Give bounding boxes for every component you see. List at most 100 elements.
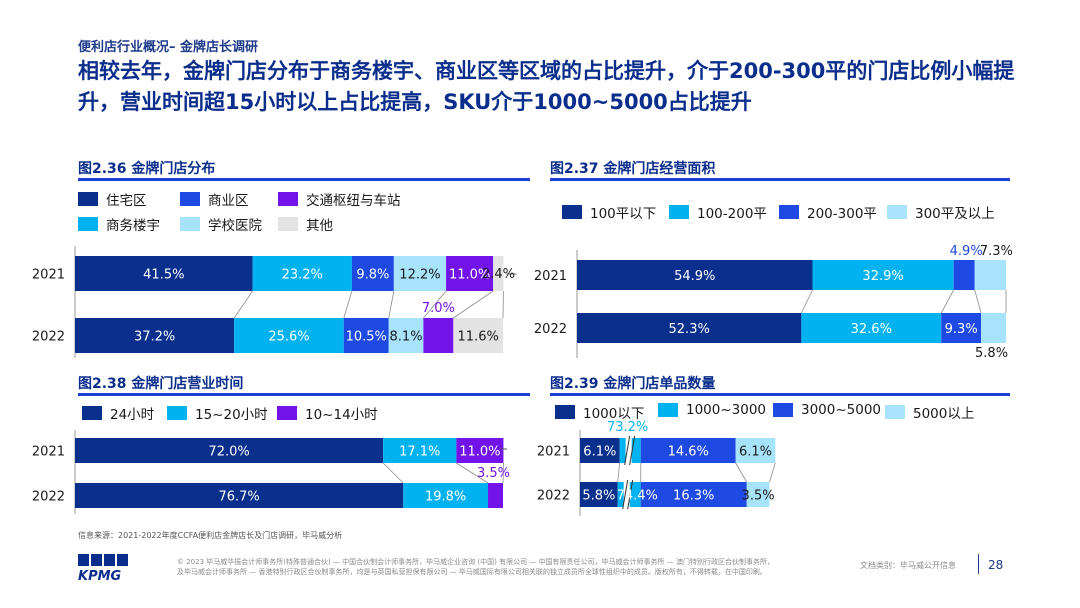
bar-2022-3	[941, 313, 982, 343]
source-note: 信息来源：2021-2022年度CCFA便利店金牌店长及门店调研，毕马威分析	[78, 531, 343, 540]
kpmg-logo-icon: KPMG	[78, 554, 128, 584]
bar-2022-4	[388, 318, 424, 353]
data-label: 6.1%	[739, 445, 772, 460]
axis-break-mark	[622, 479, 629, 510]
category-label-2022: 2022	[534, 322, 567, 337]
bar-2021-3	[456, 438, 504, 463]
category-label-2022: 2022	[32, 330, 65, 345]
data-label: 9.8%	[356, 268, 389, 283]
legend-label: 1000以下	[583, 406, 645, 422]
data-label: 6.1%	[583, 445, 616, 460]
chart-title-2-38: 图2.38 金牌门店营业时间	[78, 376, 244, 392]
axis-break	[623, 480, 630, 509]
legend-swatch	[180, 192, 200, 206]
bar-2022-4	[746, 482, 770, 507]
data-label: 23.2%	[282, 268, 323, 283]
category-label-2021: 2021	[537, 445, 570, 460]
data-label: 7.0%	[422, 301, 455, 316]
legend-label: 15~20小时	[195, 407, 268, 423]
legend-item: 100-200平	[669, 202, 767, 222]
panel-rule	[550, 178, 1010, 181]
bar-2021-3	[953, 260, 975, 290]
data-label: 11.6%	[458, 330, 499, 345]
legend-label: 住宅区	[106, 193, 147, 209]
bar-2021-6	[493, 256, 504, 291]
bar-2022-1	[75, 483, 404, 508]
connector-line	[382, 462, 404, 484]
connector-line	[456, 462, 489, 484]
bar-2022-4	[981, 313, 1006, 343]
copyright-text: © 2023 毕马威华振会计师事务所(特殊普通合伙) — 中国合伙制会计师事务所…	[177, 558, 774, 576]
connector-line	[974, 289, 982, 314]
legend-item: 100平以下	[562, 202, 656, 222]
legend-label: 3000~5000	[801, 402, 882, 418]
legend-swatch	[277, 406, 297, 420]
legend-2-38: 24小时 15~20小时 10~14小时	[82, 403, 522, 423]
page-title: 相较去年，金牌门店分布于商务楼宇、商业区等区域的占比提升，介于200-300平的…	[78, 59, 1015, 114]
data-label: 5.8%	[975, 346, 1008, 361]
legend-item: 住宅区	[78, 189, 147, 209]
bar-2022-1	[580, 482, 618, 507]
connector-line	[769, 462, 776, 483]
data-label: 12.2%	[399, 268, 440, 283]
connector-line	[801, 289, 813, 314]
data-label: 7.3%	[980, 244, 1013, 259]
legend-swatch	[555, 405, 575, 419]
chart-2-37: 2021 2022 54.9% 32.9% 4.9%7.3% 52.3% 32.6% 9.3%…	[534, 244, 1013, 361]
bar-2022-3	[343, 318, 389, 353]
legend-item: 1000以下	[555, 402, 644, 422]
data-label: 14.6%	[668, 445, 709, 460]
legend-label: 学校医院	[208, 218, 262, 234]
data-label: 76.7%	[218, 490, 259, 505]
legend-2-39: 1000以下 1000~3000 3000~5000 5000以上	[555, 402, 1015, 422]
connector-line	[388, 290, 395, 319]
legend-item: 5000以上	[885, 402, 974, 422]
chart-title-2-39: 图2.39 金牌门店单品数量	[550, 376, 716, 392]
legend-item: 200-300平	[779, 202, 877, 222]
panel-rule	[78, 393, 530, 396]
doc-type: 文档类别：毕马威公开信息	[860, 561, 956, 570]
data-label: 5.8%	[582, 489, 615, 504]
panel-rule	[78, 178, 530, 181]
data-label: 19.8%	[425, 490, 466, 505]
breadcrumb: 便利店行业概况– 金牌店长调研	[78, 40, 259, 55]
bar-2021-2	[383, 438, 457, 463]
bar-2021-2	[812, 260, 954, 290]
chart-title-2-37: 图2.37 金牌门店经营面积	[550, 161, 716, 177]
connector-line	[617, 462, 621, 483]
data-label: 17.1%	[399, 445, 440, 460]
legend-swatch	[885, 405, 905, 419]
legend-swatch	[167, 406, 187, 420]
bar-2022-2	[801, 313, 942, 343]
data-label: 72.0%	[208, 445, 249, 460]
bar-2021-1	[577, 260, 813, 290]
data-label: 4.9%	[950, 244, 983, 259]
chart-2-39: 2021 2022 6.1% 73.2% 14.6% 6.1% 5.8% 74.4% 16.3%…	[537, 420, 776, 516]
legend-item: 其他	[278, 214, 333, 234]
legend-swatch	[78, 192, 98, 206]
legend-label: 1000~3000	[686, 402, 767, 418]
data-label: 11.0%	[459, 445, 500, 460]
connector-line	[343, 290, 353, 319]
bar-2021-4	[393, 256, 447, 291]
bar-2021-2	[252, 256, 352, 291]
bar-2021-4	[974, 260, 1006, 290]
legend-item: 交通枢纽与车站	[278, 189, 401, 209]
legend-swatch	[180, 217, 200, 231]
legend-label: 交通枢纽与车站	[306, 193, 401, 209]
bar-2022-6	[453, 318, 503, 353]
legend-item: 15~20小时	[167, 403, 268, 423]
data-label: 9.3%	[945, 322, 978, 337]
category-label-2022: 2022	[537, 489, 570, 504]
legend-swatch	[658, 403, 678, 417]
bar-2021-1	[580, 438, 620, 463]
connector-line	[453, 290, 494, 319]
legend-swatch	[278, 192, 298, 206]
bar-2022-1	[75, 318, 235, 353]
legend-2-36: 住宅区 商业区 交通枢纽与车站 商务楼宇 学校医院 其他	[78, 187, 538, 235]
legend-item: 24小时	[82, 403, 154, 423]
data-label: 54.9%	[674, 269, 715, 284]
legend-label: 商业区	[208, 193, 249, 209]
category-label-2021: 2021	[32, 445, 65, 460]
axis-break-mark	[627, 479, 634, 510]
